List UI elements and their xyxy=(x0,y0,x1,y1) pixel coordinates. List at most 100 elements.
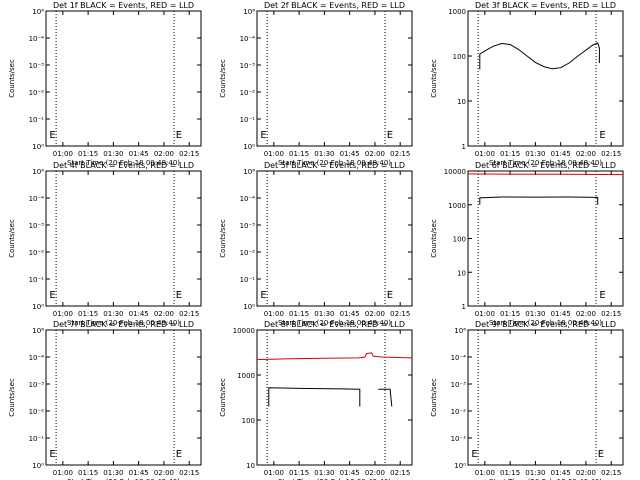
y-axis-label: Counts/sec xyxy=(8,378,16,417)
event-marker-label: E xyxy=(260,130,266,141)
x-tick-label: 01:45 xyxy=(340,150,360,158)
panel-title: Det 1f BLACK = Events, RED = LLD xyxy=(53,1,194,10)
y-tick-label: 10⁰ xyxy=(243,303,255,311)
y-tick-label: 10⁰ xyxy=(454,462,466,470)
x-tick-label: 01:45 xyxy=(129,150,149,158)
plot-frame xyxy=(256,10,413,147)
y-tick-label: 10⁻² xyxy=(240,89,256,97)
events-series-line xyxy=(479,196,599,205)
x-tick-label: 02:15 xyxy=(390,469,410,477)
y-tick-label: 10⁻¹ xyxy=(29,276,45,284)
panel-det-8f: Det 8f BLACK = Events, RED = LLD10000100… xyxy=(219,320,413,480)
event-marker-label: E xyxy=(176,130,182,141)
x-axis-label: Start Time (20-Feb-18 00:48:40) xyxy=(489,319,602,327)
y-tick-label: 10⁻⁴ xyxy=(29,354,45,362)
y-axis-label: Counts/sec xyxy=(219,378,227,417)
panel-title: Det 5f BLACK = Events, RED = LLD xyxy=(264,161,405,170)
x-tick-label: 02:15 xyxy=(179,310,199,318)
x-tick-label: 01:45 xyxy=(551,150,571,158)
y-tick-label: 100 xyxy=(453,53,466,61)
x-tick-label: 02:15 xyxy=(601,150,621,158)
x-tick-label: 02:15 xyxy=(601,310,621,318)
y-axis-label: Counts/sec xyxy=(430,59,438,98)
y-tick-label: 10⁻¹ xyxy=(240,276,256,284)
x-tick-label: 02:15 xyxy=(601,469,621,477)
y-tick-label: 10⁰ xyxy=(32,143,44,151)
y-tick-label: 1000 xyxy=(448,8,466,16)
y-tick-label: 10⁰ xyxy=(32,462,44,470)
x-tick-label: 01:30 xyxy=(103,469,123,477)
event-marker-label: E xyxy=(599,290,605,301)
y-tick-label: 10⁻² xyxy=(240,249,256,257)
panel-title: Det 2f BLACK = Events, RED = LLD xyxy=(264,1,405,10)
y-tick-label: 10⁻³ xyxy=(451,381,467,389)
events-series-line xyxy=(378,388,393,407)
y-axis-label: Counts/sec xyxy=(8,59,16,98)
events-series-line xyxy=(268,387,361,407)
x-tick-label: 01:00 xyxy=(264,150,284,158)
panel-det-3f: Det 3f BLACK = Events, RED = LLD10001001… xyxy=(430,1,624,167)
x-tick-label: 01:30 xyxy=(103,150,123,158)
y-tick-label: 10⁶ xyxy=(243,8,255,16)
panel-det-4f: Det 4f BLACK = Events, RED = LLD 10⁶ 10⁻⁴ 1… xyxy=(8,161,202,327)
x-tick-label: 01:15 xyxy=(78,310,98,318)
x-tick-label: 01:30 xyxy=(525,310,545,318)
events-series-line xyxy=(479,42,600,70)
y-tick-label: 10⁶ xyxy=(32,327,44,335)
event-marker-label: E xyxy=(49,290,55,301)
x-tick-label: 02:15 xyxy=(390,150,410,158)
y-axis-label: Counts/sec xyxy=(430,378,438,417)
y-tick-label: 10⁻⁴ xyxy=(29,195,45,203)
event-marker-label: E xyxy=(387,290,393,301)
y-tick-label: 10⁻⁴ xyxy=(240,195,256,203)
x-axis-label: Start Time (20-Feb-18 00:49:40) xyxy=(278,319,391,327)
panel-det-1f: Det 1f BLACK = Events, RED = LLD 10⁶ 10⁻⁴ 1… xyxy=(8,1,202,167)
x-tick-label: 01:00 xyxy=(264,469,284,477)
x-tick-label: 01:00 xyxy=(475,150,495,158)
y-tick-label: 10⁻² xyxy=(29,408,45,416)
event-marker-label: E xyxy=(49,130,55,141)
x-axis-label: Start Time (20-Feb-18 00:49:40) xyxy=(67,478,180,480)
y-tick-label: 10⁻³ xyxy=(29,381,45,389)
y-tick-label: 10⁻¹ xyxy=(451,435,467,443)
x-tick-label: 01:00 xyxy=(475,469,495,477)
panel-title: Det 9f BLACK = Events, RED = LLD xyxy=(475,320,616,329)
y-tick-label: 10⁻² xyxy=(451,408,467,416)
x-tick-label: 01:15 xyxy=(78,150,98,158)
x-tick-label: 01:30 xyxy=(314,469,334,477)
x-tick-label: 01:00 xyxy=(264,310,284,318)
x-tick-label: 01:30 xyxy=(525,469,545,477)
x-tick-label: 01:45 xyxy=(551,310,571,318)
x-tick-label: 02:00 xyxy=(576,150,596,158)
y-tick-label: 10 xyxy=(457,269,466,277)
y-tick-label: 10⁰ xyxy=(243,143,255,151)
x-tick-label: 01:30 xyxy=(314,310,334,318)
x-tick-label: 01:45 xyxy=(129,310,149,318)
y-tick-label: 10⁻⁴ xyxy=(29,35,45,43)
y-tick-label: 10⁻² xyxy=(29,89,45,97)
x-tick-label: 02:00 xyxy=(154,469,174,477)
x-tick-label: 02:00 xyxy=(365,150,385,158)
y-tick-label: 10⁶ xyxy=(32,168,44,176)
y-tick-label: 1 xyxy=(462,303,466,311)
event-marker-label: E xyxy=(598,449,604,460)
x-tick-label: 01:45 xyxy=(340,469,360,477)
y-tick-label: 10⁶ xyxy=(454,327,466,335)
y-tick-label: 10⁶ xyxy=(32,8,44,16)
y-tick-label: 100 xyxy=(242,417,255,425)
plot-frame xyxy=(45,329,202,466)
x-tick-label: 01:15 xyxy=(500,310,520,318)
x-tick-label: 01:00 xyxy=(53,150,73,158)
lld-series-line xyxy=(467,173,624,176)
x-axis-label: Start Time (20-Feb-18 00:49:40) xyxy=(278,478,391,480)
panel-det-5f: Det 5f BLACK = Events, RED = LLD 10⁶ 10⁻⁴ 1… xyxy=(219,161,413,327)
plot-frame xyxy=(256,170,413,307)
x-tick-label: 02:15 xyxy=(390,310,410,318)
plot-frame xyxy=(467,10,624,147)
event-marker-label: E xyxy=(49,449,55,460)
panel-title: Det 7f BLACK = Events, RED = LLD xyxy=(53,320,194,329)
event-marker-label: E xyxy=(176,449,182,460)
y-tick-label: 10⁻¹ xyxy=(240,116,256,124)
y-tick-label: 1000 xyxy=(448,202,466,210)
plot-frame xyxy=(467,170,624,307)
